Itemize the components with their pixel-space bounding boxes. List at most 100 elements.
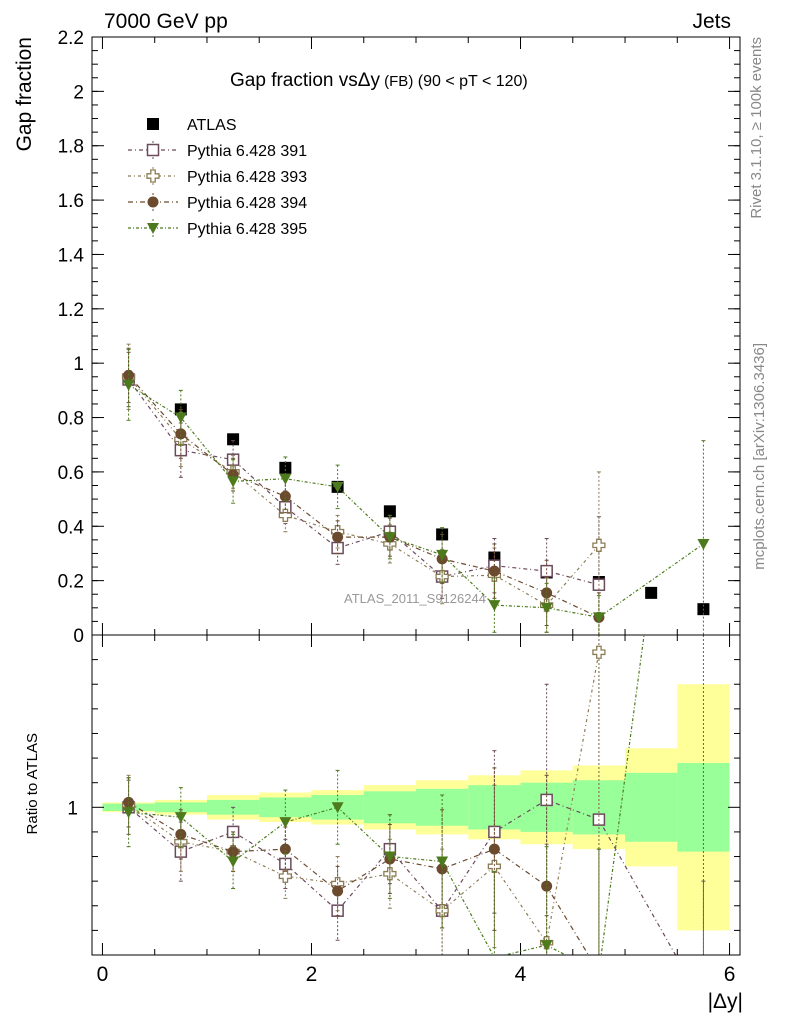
- band-inner-bin: [363, 791, 416, 824]
- main-ytick-label: 1.6: [58, 191, 84, 212]
- main-ytick-label: 1.4: [58, 245, 85, 266]
- main-point: [488, 600, 501, 612]
- ratio-point: [592, 645, 606, 659]
- legend-marker: [146, 169, 160, 183]
- main-point: [488, 565, 500, 577]
- ratio-point: [331, 802, 344, 814]
- ratio-xlabel: |Δy|: [708, 990, 743, 1013]
- ratio-xtick-label: 0: [97, 963, 109, 986]
- title-range: (90 < pT < 120): [413, 73, 527, 90]
- main-point: [279, 490, 291, 502]
- main-series: [121, 343, 606, 633]
- main-point: [227, 476, 240, 488]
- main-point: [279, 461, 292, 474]
- ratio-point: [174, 812, 187, 824]
- main-point: [592, 612, 605, 624]
- legend-item: ATLAS: [147, 117, 237, 134]
- rivet-label: Rivet 3.1.10, ≥ 100k events: [748, 37, 765, 219]
- legend-label: Pythia 6.428 391: [187, 143, 307, 160]
- ratio-point: [383, 851, 396, 863]
- main-ytick-label: 0: [73, 626, 84, 647]
- main-point: [540, 602, 553, 614]
- title-delta: Δy: [358, 70, 381, 91]
- main-series-line: [128, 375, 600, 618]
- main-point: [331, 481, 344, 493]
- ratio-point: [332, 885, 344, 897]
- ratio-series-layer: [121, 635, 706, 955]
- ratio-point: [227, 856, 240, 868]
- legend-item: Pythia 6.428 391: [128, 141, 307, 160]
- legend-label: Pythia 6.428 394: [187, 195, 307, 212]
- main-point: [279, 473, 292, 485]
- legend-marker: [147, 196, 159, 208]
- main-point: [645, 586, 658, 599]
- main-point: [278, 508, 293, 523]
- ratio-point: [541, 880, 553, 892]
- main-series-line: [128, 379, 600, 586]
- ratio-point: [488, 843, 500, 855]
- ratio-point: [279, 817, 292, 829]
- main-point: [383, 532, 396, 544]
- ratio-series-line: [128, 635, 645, 955]
- ratio-uncertainty-bands: [102, 684, 730, 931]
- ratio-axis-ticks: 1 0 2 4 6: [67, 635, 740, 986]
- main-point: [436, 549, 449, 561]
- main-point: [332, 531, 344, 543]
- ratio-series-line: [128, 652, 600, 945]
- ratio-point: [487, 859, 502, 874]
- ratio-point: [279, 843, 291, 855]
- ratio-ytick-label: 1: [67, 798, 78, 819]
- ratio-xtick-label: 6: [724, 963, 736, 986]
- main-series-layer: [121, 343, 710, 635]
- main-point: [122, 379, 135, 391]
- ratio-frame: [91, 634, 741, 956]
- main-ylabel: Gap fraction: [13, 37, 36, 151]
- ratio-point: [540, 940, 553, 952]
- mcplots-label: mcplots.cern.ch [arXiv:1306.3436]: [751, 343, 768, 570]
- legend-item: Pythia 6.428 395: [128, 219, 307, 238]
- ratio-ylabel: Ratio to ATLAS: [24, 733, 41, 834]
- main-ytick-label: 0.2: [58, 572, 84, 593]
- main-axis-ticks: 0 0.2 0.4 0.6 0.8 1 1.2 1.4 1.6 1.8 2 2.2: [58, 28, 740, 647]
- header-left: 7000 GeV pp: [104, 10, 228, 33]
- main-point: [174, 412, 187, 424]
- plot-title: Gap fraction vsΔy (FB) (90 < pT < 120): [230, 70, 528, 91]
- legend-marker: [147, 118, 159, 130]
- ratio-point: [175, 828, 187, 840]
- main-ytick-label: 1: [73, 354, 84, 375]
- title-tag: (FB): [380, 73, 413, 90]
- title-main: Gap fraction vs: [230, 70, 358, 91]
- ratio-point: [436, 856, 449, 868]
- ratio-point: [174, 835, 188, 849]
- main-point: [175, 428, 187, 440]
- header-right: Jets: [692, 10, 731, 33]
- legend: ATLAS Pythia 6.428 391 Pythia 6.428 393 Pyt…: [128, 117, 307, 238]
- ratio-point: [278, 869, 293, 883]
- main-ytick-label: 1.8: [58, 137, 84, 158]
- ratio-xtick-label: 2: [306, 963, 318, 986]
- main-point: [592, 538, 606, 552]
- main-point: [540, 564, 553, 578]
- main-series-line: [128, 376, 600, 606]
- band-inner-bin: [154, 802, 207, 813]
- main-ytick-label: 0.4: [58, 517, 85, 538]
- main-ytick-label: 1.2: [58, 300, 84, 321]
- main-point: [383, 505, 396, 518]
- main-ytick-label: 0.6: [58, 463, 84, 484]
- main-series: [122, 349, 710, 635]
- main-point: [697, 538, 710, 550]
- legend-marker: [147, 223, 159, 234]
- ratio-point: [122, 807, 135, 819]
- ratio-xtick-label: 4: [515, 963, 527, 986]
- band-inner-bin: [625, 772, 678, 842]
- legend-label: ATLAS: [187, 117, 237, 134]
- legend-item: Pythia 6.428 394: [128, 193, 307, 212]
- legend-label: Pythia 6.428 393: [187, 169, 307, 186]
- main-ytick-label: 2: [73, 82, 84, 103]
- ratio-series: [122, 635, 706, 955]
- legend-item: Pythia 6.428 393: [128, 167, 307, 186]
- main-point: [227, 433, 240, 446]
- ratio-series-line: [128, 801, 590, 955]
- main-ytick-label: 0.8: [58, 409, 84, 430]
